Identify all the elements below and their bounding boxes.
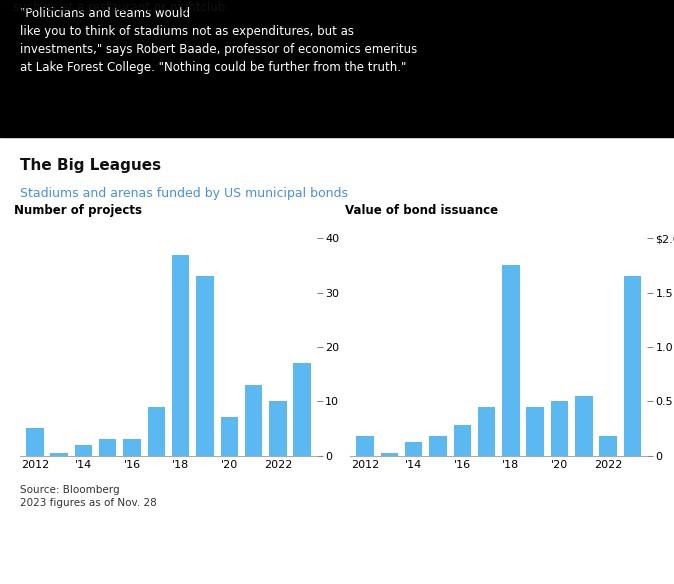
Bar (551, 401, 568, 456)
Bar (526, 406, 544, 456)
Text: such as at a restaurant or nightclub.: such as at a restaurant or nightclub. (13, 1, 229, 14)
Bar (599, 436, 617, 456)
Bar (245, 385, 262, 456)
Bar (148, 406, 165, 456)
Bar (99, 439, 117, 456)
Bar (381, 453, 398, 456)
Text: "Politicians and teams would
like you to think of stadiums not as expenditures, : "Politicians and teams would like you to… (20, 7, 417, 74)
Bar (220, 418, 238, 456)
Text: Stadiums and arenas funded by US municipal bonds: Stadiums and arenas funded by US municip… (20, 187, 348, 200)
Bar (357, 436, 374, 456)
Bar (623, 276, 641, 456)
Text: Value of bond issuance: Value of bond issuance (344, 204, 497, 217)
Bar (26, 428, 44, 456)
Bar (172, 255, 189, 456)
Bar (123, 439, 141, 456)
Bar (269, 401, 286, 456)
Text: The Big Leagues: The Big Leagues (20, 158, 161, 173)
Bar (51, 453, 68, 456)
Text: Source: Bloomberg
2023 figures as of Nov. 28: Source: Bloomberg 2023 figures as of Nov… (20, 485, 157, 508)
Bar (293, 363, 311, 456)
Bar (196, 276, 214, 456)
Bar (429, 436, 447, 456)
Bar (575, 396, 592, 456)
Bar (405, 443, 423, 456)
Bar (502, 265, 520, 456)
Text: Number of projects: Number of projects (14, 204, 142, 217)
Bar (478, 406, 495, 456)
Bar (454, 425, 471, 456)
Bar (75, 444, 92, 456)
